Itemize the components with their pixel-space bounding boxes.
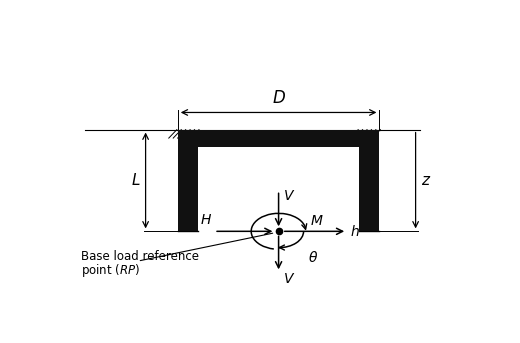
Text: $L$: $L$: [131, 173, 140, 188]
Text: point ($RP$): point ($RP$): [81, 262, 140, 279]
Text: $\theta$: $\theta$: [308, 250, 318, 265]
Text: $V$: $V$: [283, 272, 296, 286]
Text: $h$: $h$: [350, 224, 360, 239]
Text: Base load reference: Base load reference: [81, 250, 199, 263]
Text: $D$: $D$: [271, 89, 285, 107]
Bar: [359, 147, 380, 231]
Text: $M$: $M$: [310, 214, 323, 227]
Bar: [178, 147, 198, 231]
Text: $V$: $V$: [283, 189, 296, 203]
Text: $H$: $H$: [200, 213, 212, 227]
Text: $z$: $z$: [421, 173, 431, 188]
Bar: [178, 130, 380, 147]
